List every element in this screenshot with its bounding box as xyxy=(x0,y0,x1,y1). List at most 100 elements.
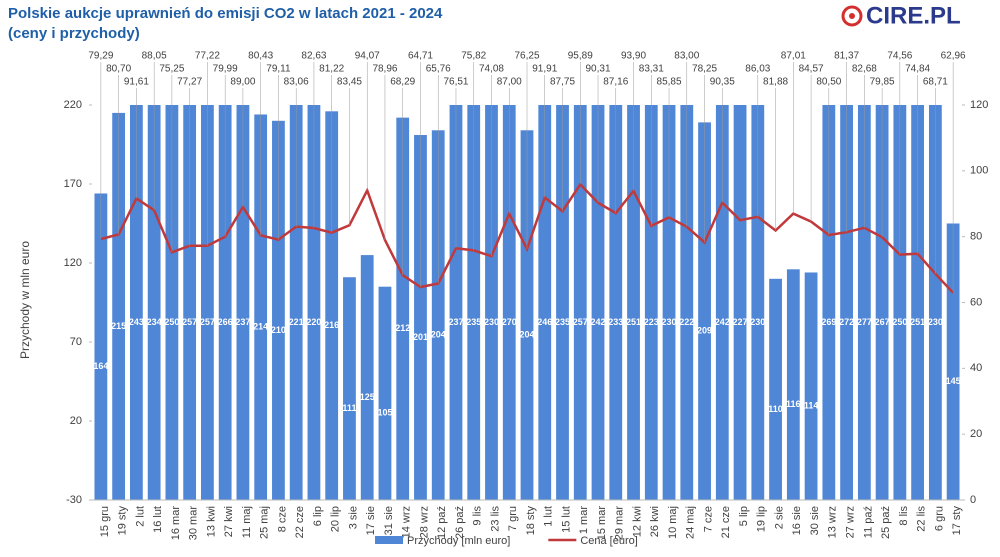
price-label: 89,00 xyxy=(230,77,255,88)
x-tick-label: 16 lut xyxy=(152,506,164,533)
x-tick-label: 15 lut xyxy=(560,506,572,533)
x-tick-label: 25 paź xyxy=(880,506,892,539)
bar-label: 257 xyxy=(200,317,215,327)
price-label: 83,00 xyxy=(674,51,699,62)
bar xyxy=(236,105,250,500)
x-tick-label: 1 mar xyxy=(578,506,590,534)
bar-label: 270 xyxy=(502,317,517,327)
x-tick-label: 19 lip xyxy=(756,506,768,532)
bar xyxy=(343,277,356,500)
bar-label: 145 xyxy=(946,376,961,386)
bar-label: 201 xyxy=(413,332,428,342)
x-tick-label: 6 lip xyxy=(312,506,324,526)
price-label: 74,56 xyxy=(887,51,912,62)
x-tick-label: 26 paź xyxy=(454,506,466,539)
price-label: 83,45 xyxy=(337,77,362,88)
x-tick-label: 18 sty xyxy=(525,506,537,536)
price-label: 83,31 xyxy=(639,64,664,75)
price-label: 87,00 xyxy=(497,77,522,88)
price-label: 80,70 xyxy=(106,64,131,75)
bar xyxy=(201,105,214,500)
x-tick-label: 15 gru xyxy=(99,506,111,537)
y-tick-label: 220 xyxy=(64,99,82,111)
bar-label: 116 xyxy=(786,399,801,409)
price-label: 95,89 xyxy=(568,51,593,62)
x-tick-label: 9 lis xyxy=(472,506,484,526)
x-tick-label: 13 kwi xyxy=(205,506,217,537)
x-tick-label: 8 cze xyxy=(276,506,288,532)
bar xyxy=(378,286,392,500)
price-label: 79,29 xyxy=(88,51,113,62)
bar xyxy=(680,105,694,500)
bar-label: 105 xyxy=(377,408,392,418)
bar xyxy=(857,105,871,500)
bar-label: 230 xyxy=(750,317,765,327)
y-tick-label: 170 xyxy=(64,178,82,190)
bar-label: 251 xyxy=(910,317,925,327)
x-tick-label: 16 mar xyxy=(170,506,182,541)
bar xyxy=(698,122,711,500)
x-tick-label: 19 sty xyxy=(117,506,129,536)
bar xyxy=(573,105,587,500)
y-axis-label: Przychody w mln euro xyxy=(18,241,32,359)
x-tick-label: 14 wrz xyxy=(401,506,413,538)
bar-label: 212 xyxy=(395,323,410,333)
x-tick-label: 17 sie xyxy=(365,506,377,535)
bar-label: 233 xyxy=(608,317,623,327)
legend-label: Cena [euro] xyxy=(580,535,637,547)
y2-tick-label: 40 xyxy=(970,362,982,374)
x-tick-label: 26 kwi xyxy=(649,506,661,537)
y-tick-label: 20 xyxy=(70,415,82,427)
price-label: 91,61 xyxy=(124,77,149,88)
y2-tick-label: 0 xyxy=(970,494,976,506)
x-tick-label: 15 mar xyxy=(596,506,608,541)
logo-icon-dot xyxy=(849,13,855,19)
bar-label: 242 xyxy=(591,317,606,327)
x-tick-label: 16 sie xyxy=(791,506,803,535)
y2-tick-label: 120 xyxy=(970,99,988,111)
bar xyxy=(822,105,836,500)
bar xyxy=(147,105,161,500)
bar xyxy=(414,135,427,500)
price-label: 77,22 xyxy=(195,51,220,62)
price-label: 75,25 xyxy=(159,64,184,75)
y2-tick-label: 20 xyxy=(970,428,982,440)
bar-label: 114 xyxy=(804,401,819,411)
bar xyxy=(644,105,658,500)
bar-label: 214 xyxy=(253,322,268,332)
bar xyxy=(485,105,498,500)
legend-swatch xyxy=(375,536,403,544)
bar-label: 234 xyxy=(147,317,162,327)
price-label: 79,99 xyxy=(213,64,238,75)
bar xyxy=(893,105,907,500)
price-label: 68,29 xyxy=(390,77,415,88)
bar xyxy=(272,120,285,500)
x-tick-label: 27 wrz xyxy=(844,506,856,538)
x-tick-label: 1 lut xyxy=(543,506,555,527)
price-label: 78,25 xyxy=(692,64,717,75)
bar-label: 227 xyxy=(733,317,748,327)
bar-label: 204 xyxy=(431,330,446,340)
bar xyxy=(875,105,889,500)
chart-title: Polskie aukcje uprawnień do emisji CO2 w… xyxy=(8,5,443,22)
bar-label: 237 xyxy=(235,317,250,327)
price-label: 81,88 xyxy=(763,77,788,88)
legend-label: Przychody [mln euro] xyxy=(407,535,510,547)
bar-label: 110 xyxy=(768,404,783,414)
price-label: 80,50 xyxy=(816,77,841,88)
x-tick-label: 30 sie xyxy=(809,506,821,535)
bar-label: 164 xyxy=(93,361,108,371)
bar xyxy=(609,105,623,500)
price-label: 82,63 xyxy=(301,51,326,62)
bar xyxy=(360,255,374,500)
bar-label: 222 xyxy=(679,317,694,327)
x-tick-label: 21 cze xyxy=(720,506,732,538)
bar xyxy=(289,105,303,500)
price-label: 87,75 xyxy=(550,77,575,88)
bar-label: 251 xyxy=(626,317,641,327)
price-label: 79,85 xyxy=(870,77,895,88)
y-tick-label: -30 xyxy=(66,494,82,506)
price-label: 80,43 xyxy=(248,51,273,62)
bar-label: 216 xyxy=(324,320,339,330)
